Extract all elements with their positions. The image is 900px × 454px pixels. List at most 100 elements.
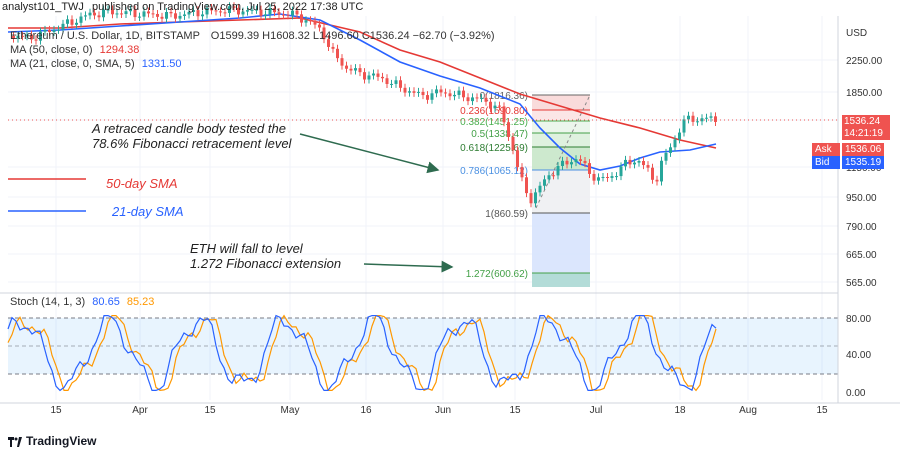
- candle-body: [255, 9, 258, 11]
- candle-body: [291, 10, 294, 16]
- stoch-d-line: [7, 314, 717, 392]
- time-tick-label: 18: [674, 405, 686, 416]
- candle-body: [610, 176, 614, 178]
- fibonacci-tool[interactable]: 0(1816.36)0.236(1590.80)0.382(1451.25)0.…: [460, 91, 591, 287]
- candle-body: [52, 29, 56, 32]
- ma21-legend-row[interactable]: MA (21, close, 0, SMA, 5) 1331.50: [10, 58, 182, 70]
- candle-body: [268, 8, 272, 15]
- extension-arrow: [363, 260, 454, 273]
- candle-body: [57, 29, 60, 31]
- candle-body: [529, 193, 533, 204]
- price-tick-label: 1850.00: [846, 88, 883, 99]
- stoch-tick-label: 0.00: [846, 388, 866, 399]
- candle-body: [129, 9, 132, 12]
- candle-body: [444, 92, 447, 94]
- candle-body: [475, 97, 479, 99]
- candle-body: [592, 173, 596, 181]
- candle-body: [183, 14, 186, 16]
- candle-body: [687, 115, 690, 120]
- candle-body: [151, 13, 155, 15]
- time-tick-label: Jul: [590, 405, 603, 416]
- candle-body: [390, 83, 393, 85]
- candle-body: [124, 11, 128, 15]
- candle-body: [187, 11, 191, 15]
- candle-body: [642, 161, 645, 166]
- bid-label: Bid: [812, 156, 840, 169]
- stoch-tick-label: 40.00: [846, 350, 871, 361]
- candle-body: [93, 12, 96, 16]
- candle-body: [120, 13, 123, 15]
- candle-body: [619, 166, 623, 177]
- candle-body: [115, 13, 119, 15]
- candle-body: [430, 93, 434, 100]
- author-name[interactable]: analyst101_TWJ: [2, 1, 84, 13]
- candle-body: [655, 179, 659, 182]
- candle-body: [633, 162, 636, 165]
- candle-body: [484, 97, 488, 102]
- fib-level-label: 1.272(600.62): [466, 269, 528, 280]
- candle-body: [696, 121, 699, 123]
- candle-body: [565, 160, 569, 165]
- bid-row: Bid 1535.19: [812, 156, 885, 169]
- time-tick-label: 15: [50, 405, 62, 416]
- candle-body: [597, 177, 600, 181]
- stoch-legend-row[interactable]: Stoch (14, 1, 3) 80.65 85.23: [10, 296, 154, 308]
- fib-level-label: 0.786(1065.12): [460, 166, 528, 177]
- candle-body: [79, 16, 83, 23]
- candle-body: [426, 95, 429, 100]
- candle-body: [520, 167, 524, 178]
- candle-body: [223, 12, 227, 14]
- candle-body: [295, 10, 299, 15]
- candle-body: [259, 9, 263, 16]
- candle-body: [282, 14, 285, 16]
- candle-body: [349, 68, 353, 71]
- candle-body: [336, 48, 339, 59]
- candle-body: [588, 163, 591, 174]
- ma50-legend-row[interactable]: MA (50, close, 0) 1294.38: [10, 44, 139, 56]
- candle-body: [628, 159, 632, 165]
- candle-body: [169, 11, 173, 14]
- candle-body: [75, 22, 78, 25]
- ma50-value: 1294.38: [99, 44, 140, 56]
- extension-line-1: ETH will fall to level: [190, 241, 303, 256]
- candle-body: [106, 9, 110, 11]
- candle-body: [453, 94, 456, 97]
- candle-body: [264, 14, 267, 16]
- extension-line-2: 1.272 Fibonacci extension: [190, 256, 342, 271]
- tradingview-logo[interactable]: TradingView: [8, 434, 96, 448]
- candle-body: [313, 20, 317, 25]
- candle-body: [385, 78, 389, 84]
- candle-body: [286, 14, 290, 16]
- symbol-line: Ethereum / U.S. Dollar, 1D, BITSTAMP O15…: [10, 30, 495, 42]
- currency-label: USD: [846, 28, 868, 39]
- time-tick-label: May: [281, 405, 300, 416]
- fib-zone: [532, 213, 590, 273]
- candle-body: [480, 97, 483, 99]
- candle-body: [601, 176, 605, 178]
- chart-header: analyst101_TWJ published on TradingView.…: [0, 0, 900, 14]
- candle-body: [547, 175, 551, 180]
- candle-body: [673, 139, 677, 148]
- ma50-label: MA (50, close, 0): [10, 44, 93, 56]
- ma21-label: MA (21, close, 0, SMA, 5): [10, 58, 135, 70]
- candle-body: [543, 179, 546, 186]
- candle-body: [615, 176, 618, 178]
- time-tick-label: 15: [509, 405, 521, 416]
- time-tick-label: Jun: [435, 405, 451, 416]
- candle-body: [646, 165, 650, 168]
- ask-row: Ask 1536.06: [812, 143, 885, 156]
- candle-body: [403, 87, 407, 93]
- candle-body: [538, 185, 542, 193]
- candle-body: [345, 65, 348, 69]
- ma50-line: [8, 17, 717, 149]
- retrace-line-2: 78.6% Fibonacci retracement level: [92, 136, 292, 151]
- candle-body: [489, 101, 492, 109]
- candle-body: [66, 19, 69, 24]
- candle-body: [133, 9, 137, 18]
- candle-body: [637, 161, 641, 163]
- candle-body: [214, 10, 218, 12]
- candle-body: [138, 16, 141, 18]
- candle-body: [246, 10, 249, 12]
- candle-body: [534, 192, 537, 204]
